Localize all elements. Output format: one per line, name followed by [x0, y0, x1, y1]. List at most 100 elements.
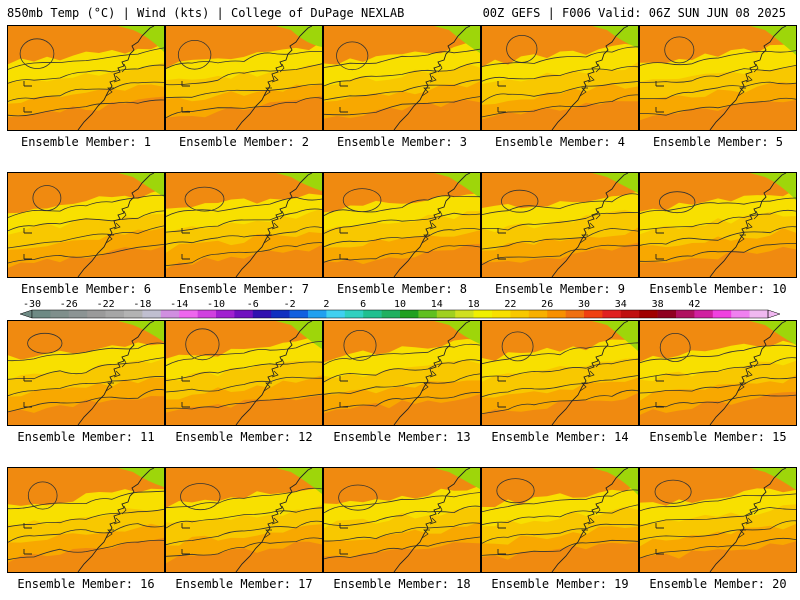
ensemble-member-map [165, 320, 323, 426]
colorbar-swatch [731, 310, 750, 318]
colorbar-swatch [344, 310, 364, 318]
colorbar-swatch [639, 310, 658, 318]
colorbar-tick-label: 22 [504, 300, 516, 310]
temperature-field [640, 468, 796, 572]
colorbar-swatch [694, 310, 714, 318]
ensemble-member-map [639, 25, 797, 131]
colorbar-tick-label: 6 [360, 300, 366, 310]
temperature-field [8, 321, 164, 425]
temperature-field [8, 468, 164, 572]
colorbar-tick-label: 10 [394, 300, 406, 310]
map-title: 850mb Temp (°C) | Wind (kts) | College o… [7, 6, 405, 20]
ensemble-member-map [323, 25, 481, 131]
colorbar-swatch [584, 310, 603, 318]
colorbar-swatch [381, 310, 401, 318]
colorbar-tick-label: 34 [615, 300, 627, 310]
colorbar-swatch [179, 310, 198, 318]
ensemble-member-map [165, 25, 323, 131]
colorbar-swatch [418, 310, 438, 318]
colorbar-tick-label: -22 [97, 300, 115, 310]
colorbar-tick-label: -18 [133, 300, 151, 310]
temperature-colorbar: -30 -26 -22 -18 -14 -10 -6 -2 2 6 10 14 18 22 26 30 34 38… [19, 300, 781, 319]
colorbar-swatch [620, 310, 640, 318]
temperature-field [324, 321, 480, 425]
ensemble-member-map [7, 172, 165, 278]
temperature-field [166, 173, 322, 277]
temperature-field [640, 173, 796, 277]
temperature-field [482, 468, 638, 572]
ensemble-member-label: Ensemble Member: 10 [649, 282, 787, 296]
colorbar-swatch [712, 310, 732, 318]
colorbar-swatch [289, 310, 309, 318]
colorbar-swatch [197, 310, 217, 318]
temperature-field [482, 173, 638, 277]
ensemble-member-label: Ensemble Member: 2 [178, 135, 310, 149]
colorbar-tick-label: 42 [688, 300, 700, 310]
colorbar-swatch [676, 310, 695, 318]
temperature-field [8, 173, 164, 277]
ensemble-member-label: Ensemble Member: 4 [494, 135, 626, 149]
colorbar-tick-label: -10 [207, 300, 225, 310]
ensemble-member-label: Ensemble Member: 6 [20, 282, 152, 296]
colorbar-tick-label: 18 [468, 300, 480, 310]
colorbar-swatch [216, 310, 235, 318]
colorbar-tick-label: -2 [284, 300, 296, 310]
colorbar-swatch [105, 310, 125, 318]
colorbar-swatch [528, 310, 548, 318]
colorbar-tick-label: 14 [431, 300, 443, 310]
ensemble-member-label: Ensemble Member: 1 [20, 135, 152, 149]
colorbar-min-arrow [19, 309, 33, 319]
ensemble-member-label: Ensemble Member: 7 [178, 282, 310, 296]
colorbar-swatch [32, 310, 51, 318]
colorbar-tick-label: 2 [323, 300, 329, 310]
ensemble-member-label: Ensemble Member: 8 [336, 282, 468, 296]
ensemble-member-map [481, 172, 639, 278]
temperature-field [166, 321, 322, 425]
ensemble-member-label: Ensemble Member: 11 [17, 430, 155, 444]
ensemble-member-map [165, 172, 323, 278]
ensemble-member-map [481, 25, 639, 131]
ensemble-member-label: Ensemble Member: 9 [494, 282, 626, 296]
temperature-field [166, 468, 322, 572]
ensemble-member-label: Ensemble Member: 15 [649, 430, 787, 444]
colorbar-swatch [160, 310, 180, 318]
colorbar-swatch [308, 310, 327, 318]
colorbar-swatch [326, 310, 346, 318]
ensemble-member-label: Ensemble Member: 12 [175, 430, 313, 444]
temperature-field [324, 26, 480, 130]
ensemble-member-map [639, 467, 797, 573]
colorbar-swatch [400, 310, 419, 318]
colorbar-swatch [473, 310, 493, 318]
colorbar-swatch [657, 310, 677, 318]
colorbar-swatch [547, 310, 566, 318]
temperature-field [482, 321, 638, 425]
ensemble-member-label: Ensemble Member: 13 [333, 430, 471, 444]
valid-time: 00Z GEFS | F006 Valid: 06Z SUN JUN 08 20… [482, 6, 786, 20]
colorbar-swatch [455, 310, 474, 318]
ensemble-member-map [7, 320, 165, 426]
ensemble-member-map [165, 467, 323, 573]
colorbar-tick-label: 38 [652, 300, 664, 310]
colorbar-swatch [50, 310, 70, 318]
colorbar-swatch [68, 310, 88, 318]
ensemble-member-label: Ensemble Member: 18 [333, 577, 471, 591]
colorbar-swatch [436, 310, 456, 318]
colorbar-swatch [363, 310, 382, 318]
colorbar-max-arrow [767, 309, 781, 319]
colorbar-swatch [510, 310, 530, 318]
colorbar-tick-label: 26 [541, 300, 553, 310]
ensemble-member-map [7, 25, 165, 131]
temperature-field [324, 468, 480, 572]
colorbar-tick-label: -30 [23, 300, 41, 310]
ensemble-member-label: Ensemble Member: 3 [336, 135, 468, 149]
colorbar-tick-label: 30 [578, 300, 590, 310]
ensemble-member-map [323, 320, 481, 426]
colorbar-swatch [565, 310, 585, 318]
temperature-field [324, 173, 480, 277]
colorbar-swatch [124, 310, 143, 318]
ensemble-member-label: Ensemble Member: 14 [491, 430, 629, 444]
ensemble-member-map [323, 172, 481, 278]
colorbar-swatch [252, 310, 272, 318]
ensemble-member-label: Ensemble Member: 17 [175, 577, 313, 591]
colorbar-swatch [234, 310, 254, 318]
